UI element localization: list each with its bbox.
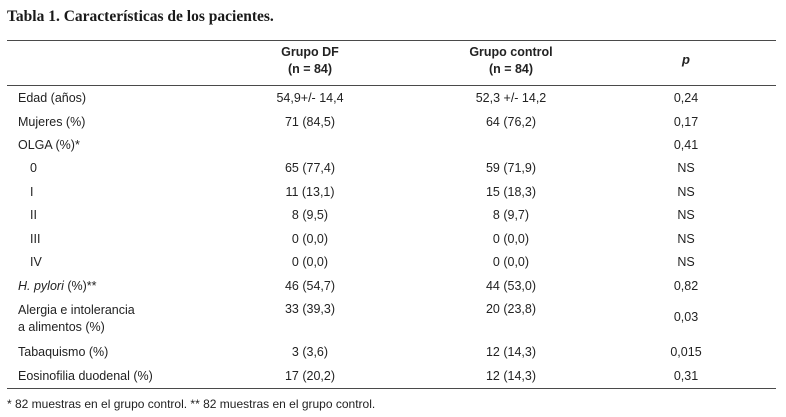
row-label: Edad (años) bbox=[18, 91, 87, 105]
row-value-p: 0,82 bbox=[673, 279, 699, 293]
row-value-p: 0,24 bbox=[673, 91, 699, 105]
row-value-control: 20 (23,8) bbox=[485, 302, 537, 316]
table-caption: Tabla 1. Características de los paciente… bbox=[7, 8, 274, 26]
row-value-df: 0 (0,0) bbox=[291, 255, 329, 269]
row-value-df: 46 (54,7) bbox=[284, 279, 336, 293]
row-value-control: 0 (0,0) bbox=[492, 232, 530, 246]
row-value-p: NS bbox=[677, 185, 695, 199]
caption-number: Tabla 1. bbox=[7, 8, 60, 25]
row-value-df: 0 (0,0) bbox=[291, 232, 329, 246]
row-value-control: 64 (76,2) bbox=[485, 115, 537, 129]
row-value-p: 0,31 bbox=[673, 369, 699, 383]
row-label-suffix: (%)** bbox=[63, 279, 97, 293]
row-value-control: 44 (53,0) bbox=[485, 279, 537, 293]
row-value-p: NS bbox=[677, 208, 695, 222]
row-label: Eosinofilia duodenal (%) bbox=[18, 369, 153, 383]
row-value-control: 59 (71,9) bbox=[485, 161, 537, 175]
column-header-p: p bbox=[682, 52, 690, 67]
row-label-italic: H. pylori bbox=[18, 279, 64, 293]
row-label: Tabaquismo (%) bbox=[18, 345, 109, 359]
row-value-df: 11 (13,1) bbox=[285, 185, 335, 199]
caption-text: Características de los pacientes. bbox=[63, 8, 274, 25]
row-value-df: 71 (84,5) bbox=[284, 115, 336, 129]
row-value-df: 3 (3,6) bbox=[291, 345, 329, 359]
row-label-line-2: a alimentos (%) bbox=[18, 320, 105, 334]
column-header-grupo-df: Grupo DF (n = 84) bbox=[250, 44, 370, 78]
row-value-p: NS bbox=[677, 161, 695, 175]
column-header-grupo-control-n: (n = 84) bbox=[488, 62, 534, 76]
row-label: 0 bbox=[30, 161, 37, 175]
row-value-p: 0,03 bbox=[673, 310, 699, 324]
row-value-p: 0,41 bbox=[673, 138, 699, 152]
row-label: III bbox=[30, 232, 41, 246]
bottom-rule bbox=[7, 388, 776, 389]
row-value-p: NS bbox=[677, 232, 695, 246]
row-label: I bbox=[30, 185, 34, 199]
row-value-df: 8 (9,5) bbox=[291, 208, 329, 222]
column-header-grupo-df-n: (n = 84) bbox=[287, 62, 333, 76]
row-value-control: 52,3 +/- 14,2 bbox=[475, 91, 547, 105]
row-value-control: 12 (14,3) bbox=[485, 369, 537, 383]
row-label-line-1: Alergia e intolerancia bbox=[18, 303, 135, 317]
row-value-df: 33 (39,3) bbox=[284, 302, 336, 316]
top-rule bbox=[7, 40, 776, 41]
row-value-control: 15 (18,3) bbox=[485, 185, 537, 199]
row-value-p: 0,17 bbox=[673, 115, 699, 129]
row-value-p: NS bbox=[677, 255, 695, 269]
row-value-control: 8 (9,7) bbox=[492, 208, 530, 222]
row-value-p: 0,015 bbox=[670, 345, 702, 359]
column-header-grupo-control-name: Grupo control bbox=[469, 45, 553, 59]
table-footnote: * 82 muestras en el grupo control. ** 82… bbox=[7, 397, 376, 411]
row-value-df: 17 (20,2) bbox=[284, 369, 336, 383]
row-label: II bbox=[30, 208, 37, 222]
column-header-grupo-control: Grupo control (n = 84) bbox=[451, 44, 571, 78]
row-value-df: 54,9+/- 14,4 bbox=[276, 91, 344, 105]
column-header-grupo-df-name: Grupo DF bbox=[281, 45, 339, 59]
row-label: Alergia e intolerancia a alimentos (%) bbox=[18, 302, 135, 336]
row-label: H. pylori (%)** bbox=[18, 279, 97, 294]
row-value-control: 0 (0,0) bbox=[492, 255, 530, 269]
header-rule bbox=[7, 85, 776, 86]
row-label: Mujeres (%) bbox=[18, 115, 86, 129]
row-label: IV bbox=[30, 255, 42, 269]
row-value-df: 65 (77,4) bbox=[284, 161, 336, 175]
row-label: OLGA (%)* bbox=[18, 138, 80, 152]
row-value-control: 12 (14,3) bbox=[485, 345, 537, 359]
